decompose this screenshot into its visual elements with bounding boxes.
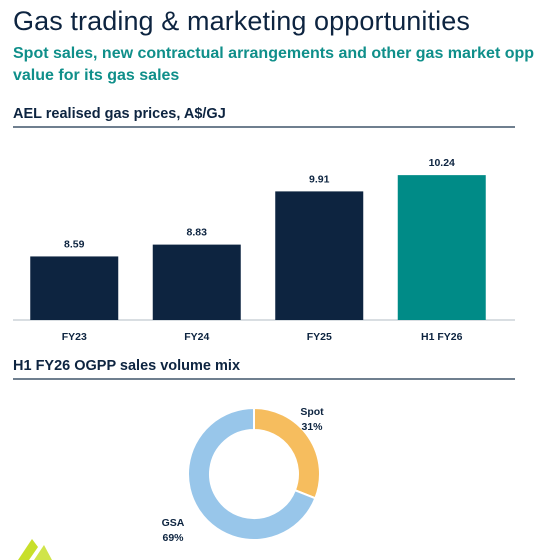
- donut-slice-label: GSA: [162, 517, 185, 529]
- bar-value-label: 10.24: [429, 157, 455, 169]
- bar-chart-rule: [13, 126, 515, 128]
- bar-category-label: H1 FY26: [421, 331, 463, 343]
- bar-fy23: [30, 256, 119, 320]
- brand-logo-icon: [18, 539, 52, 560]
- bar-category-label: FY23: [62, 331, 87, 343]
- donut-slice-gsa: [187, 406, 317, 541]
- bar-h1-fy26: [397, 175, 486, 320]
- page-subtitle: Spot sales, new contractual arrangements…: [13, 43, 534, 87]
- bar-category-label: FY25: [307, 331, 332, 343]
- bar-value-label: 8.83: [187, 227, 208, 239]
- donut-chart-rule: [13, 378, 515, 380]
- donut-slice-value-label: 69%: [162, 532, 184, 544]
- page-title: Gas trading & marketing opportunities: [13, 6, 470, 36]
- bar-chart-title: AEL realised gas prices, A$/GJ: [13, 106, 226, 122]
- bar-category-label: FY24: [184, 331, 209, 343]
- bar-fy25: [275, 191, 364, 320]
- donut-slice-label: Spot: [300, 406, 324, 418]
- donut-chart: Spot 31% GSA 69%: [162, 406, 325, 544]
- donut-chart-title: H1 FY26 OGPP sales volume mix: [13, 358, 241, 374]
- bar-chart: 8.59 FY23 8.83 FY24 9.91 FY25 10.24 H1 FY26: [30, 157, 486, 343]
- bar-value-label: 9.91: [309, 173, 330, 185]
- subtitle-line-2: value for its gas sales: [13, 67, 180, 84]
- donut-slice-value-label: 31%: [301, 421, 323, 433]
- bar-value-label: 8.59: [64, 238, 85, 250]
- subtitle-line-1: Spot sales, new contractual arrangements…: [13, 45, 535, 62]
- bar-fy24: [152, 244, 241, 320]
